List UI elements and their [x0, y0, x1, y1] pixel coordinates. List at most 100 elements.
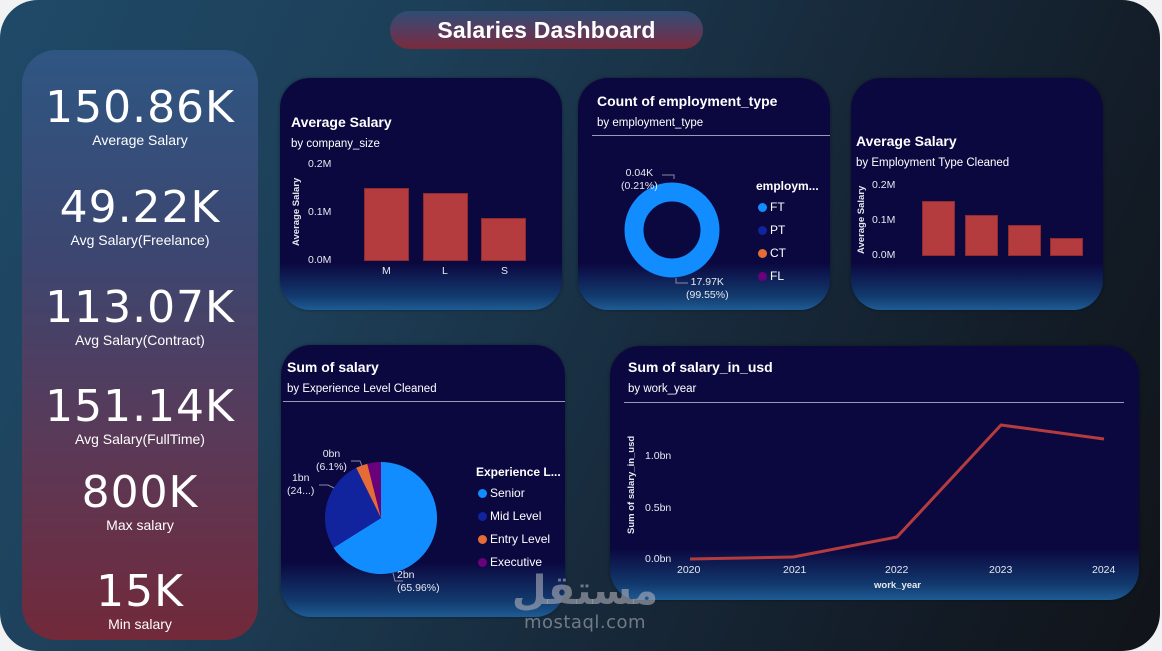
data-label-value: 0bn: [322, 448, 341, 460]
chart-subtitle: by company_size: [291, 138, 380, 150]
kpi-avg-salary-fulltime[interactable]: 151.14K Avg Salary(FullTime): [22, 381, 258, 448]
y-tick: 0.5bn: [645, 502, 672, 514]
legend-item-pt[interactable]: PT: [758, 223, 785, 237]
data-label-large: 17.97K (99.55%): [686, 276, 729, 302]
data-label-value: 17.97K: [690, 276, 724, 288]
line-chart[interactable]: [610, 346, 1139, 600]
chart-title: Sum of salary: [287, 359, 379, 375]
x-tick: S: [501, 265, 509, 277]
title-divider: [283, 401, 565, 402]
data-label-value: 1bn: [291, 472, 310, 484]
legend-label: Senior: [490, 486, 525, 500]
chart-title: Count of employment_type: [597, 93, 778, 109]
bar-contract[interactable]: [965, 215, 998, 256]
kpi-label: Avg Salary(FullTime): [75, 431, 205, 447]
chart-subtitle: by Employment Type Cleaned: [856, 157, 1010, 169]
data-label-pct: (65.96%): [397, 582, 440, 594]
legend-item-ft[interactable]: FT: [758, 200, 785, 214]
bar-l[interactable]: [423, 193, 468, 261]
x-axis-title: work_year: [874, 580, 922, 591]
data-label-pct: (6.1%): [316, 461, 347, 473]
watermark-arabic: مستقل: [511, 568, 659, 614]
y-tick: 0.0M: [308, 254, 332, 266]
y-tick: 0.1M: [308, 206, 332, 218]
chart-avg-salary-company-size[interactable]: Average Salary by company_size Average S…: [280, 78, 562, 310]
bar-freelance[interactable]: [1050, 238, 1083, 256]
legend-dot-icon: [478, 511, 487, 521]
kpi-average-salary[interactable]: 150.86K Average Salary: [22, 85, 258, 149]
legend-dot-icon: [758, 225, 767, 235]
legend-label: CT: [770, 246, 786, 260]
bar-full-time[interactable]: [922, 201, 955, 256]
kpi-max-salary[interactable]: 800K Max salary: [22, 470, 258, 534]
kpi-min-salary[interactable]: 15K Min salary: [22, 566, 258, 633]
x-tick: 2024: [1092, 564, 1116, 576]
pie-chart[interactable]: [281, 345, 565, 617]
y-tick: 0.0bn: [645, 553, 672, 565]
y-tick: 0.1M: [872, 214, 896, 226]
legend-item-ct[interactable]: CT: [758, 246, 786, 260]
legend-dot-icon: [758, 271, 767, 281]
legend-dot-icon: [758, 248, 767, 258]
legend-item-senior[interactable]: Senior: [478, 486, 525, 500]
chart-subtitle: by employment_type: [597, 117, 704, 129]
kpi-value: 15K: [96, 566, 184, 617]
kpi-label: Avg Salary(Contract): [75, 332, 205, 348]
y-tick: 0.2M: [872, 179, 896, 191]
x-tick: 2023: [989, 564, 1013, 576]
legend-item-fl[interactable]: FL: [758, 269, 784, 283]
kpi-value: 49.22K: [59, 182, 221, 233]
legend-title: Experience L...: [476, 465, 561, 479]
kpi-value: 151.14K: [45, 381, 235, 432]
legend-label: Entry Level: [490, 532, 551, 546]
y-axis-title: Average Salary: [291, 177, 302, 246]
dashboard-title: Salaries Dashboard: [390, 11, 703, 49]
bar-part-time[interactable]: [1008, 225, 1041, 256]
x-tick: 2022: [885, 564, 909, 576]
legend-dot-icon: [478, 488, 487, 498]
legend-item-executive[interactable]: Executive: [478, 555, 542, 569]
donut-chart[interactable]: [578, 78, 830, 310]
chart-title: Average Salary: [291, 114, 392, 130]
data-label-mid-level: 1bn (24...): [287, 472, 314, 498]
y-tick: 0.0M: [872, 249, 896, 261]
title-divider: [624, 402, 1124, 403]
data-label-value: 2bn: [397, 569, 415, 581]
kpi-avg-salary-contract[interactable]: 113.07K Avg Salary(Contract): [22, 282, 258, 349]
dashboard-title-text: Salaries Dashboard: [437, 16, 656, 43]
chart-title: Average Salary: [856, 133, 957, 149]
y-axis-title: Average Salary: [856, 185, 867, 254]
data-label-senior: 2bn (65.96%): [397, 569, 440, 595]
chart-avg-salary-employment-type[interactable]: Average Salary by Employment Type Cleane…: [851, 78, 1103, 310]
kpi-label: Max salary: [106, 517, 174, 533]
chart-sum-salary-experience[interactable]: Sum of salary by Experience Level Cleane…: [281, 345, 565, 617]
legend-item-entry-level[interactable]: Entry Level: [478, 532, 550, 546]
legend-title: employm...: [756, 179, 819, 193]
y-tick: 0.2M: [308, 158, 332, 170]
data-label-pct: (99.55%): [686, 289, 729, 301]
kpi-panel: 150.86K Average Salary 49.22K Avg Salary…: [22, 50, 258, 640]
kpi-value: 113.07K: [45, 282, 235, 333]
chart-sum-salary-work-year[interactable]: Sum of salary_in_usd by work_year Sum of…: [610, 346, 1139, 600]
data-label-small: 0.04K (0.21%): [621, 167, 658, 193]
legend-dot-icon: [478, 534, 487, 544]
x-tick: 2021: [783, 564, 807, 576]
chart-title: Sum of salary_in_usd: [628, 359, 773, 375]
kpi-avg-salary-freelance[interactable]: 49.22K Avg Salary(Freelance): [22, 182, 258, 249]
legend-label: Executive: [490, 555, 543, 569]
legend-dot-icon: [758, 202, 767, 212]
legend-dot-icon: [478, 557, 487, 567]
title-divider: [592, 135, 830, 136]
x-tick: M: [382, 265, 391, 277]
chart-count-employment-type[interactable]: Count of employment_type by employment_t…: [578, 78, 830, 310]
kpi-label: Average Salary: [92, 132, 188, 148]
bar-s[interactable]: [481, 218, 526, 261]
legend-label: PT: [770, 223, 786, 237]
watermark-latin: mostaql.com: [523, 612, 647, 633]
legend-label: FT: [770, 200, 785, 214]
chart-subtitle: by work_year: [628, 383, 697, 395]
kpi-label: Avg Salary(Freelance): [70, 232, 210, 248]
legend-item-mid-level[interactable]: Mid Level: [478, 509, 541, 523]
bar-m[interactable]: [364, 188, 409, 261]
data-label-pct: (0.21%): [621, 180, 658, 192]
